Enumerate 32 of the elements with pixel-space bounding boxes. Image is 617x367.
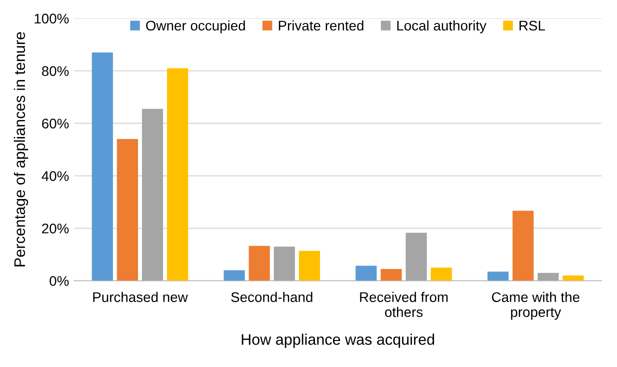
y-tick-label: 100% xyxy=(34,14,69,24)
legend-label: Local authority xyxy=(397,20,486,34)
bar xyxy=(142,108,164,281)
bar xyxy=(562,276,584,281)
legend-label: RSL xyxy=(520,20,545,31)
bar xyxy=(430,268,452,281)
legend-label: Owner occupied xyxy=(146,20,245,34)
bar xyxy=(116,139,138,281)
x-tick-label: Came with the property xyxy=(492,292,580,320)
bar xyxy=(298,250,320,281)
bar xyxy=(167,68,188,281)
bar xyxy=(380,268,402,281)
y-tick-label: 0% xyxy=(50,276,69,286)
y-axis-title: Percentage of appliances in tenure xyxy=(14,32,28,266)
bar xyxy=(512,210,534,281)
x-axis-title: How appliance was acquired xyxy=(242,334,434,348)
y-tick-label: 40% xyxy=(42,171,69,181)
bar xyxy=(538,272,559,281)
bar xyxy=(487,272,509,281)
x-tick-label: Purchased new xyxy=(93,292,188,302)
legend-label: Private rented xyxy=(278,20,364,31)
bar xyxy=(274,246,295,281)
y-tick-label: 20% xyxy=(42,224,69,234)
x-tick-label: Received from others xyxy=(360,292,448,318)
bar xyxy=(356,266,377,281)
y-tick-label: 60% xyxy=(42,118,69,128)
x-tick-label: Second-hand xyxy=(231,292,312,302)
bar xyxy=(92,52,113,281)
bar xyxy=(248,246,270,281)
y-tick-label: 80% xyxy=(42,66,69,76)
bar xyxy=(406,232,427,281)
bar xyxy=(224,270,245,281)
